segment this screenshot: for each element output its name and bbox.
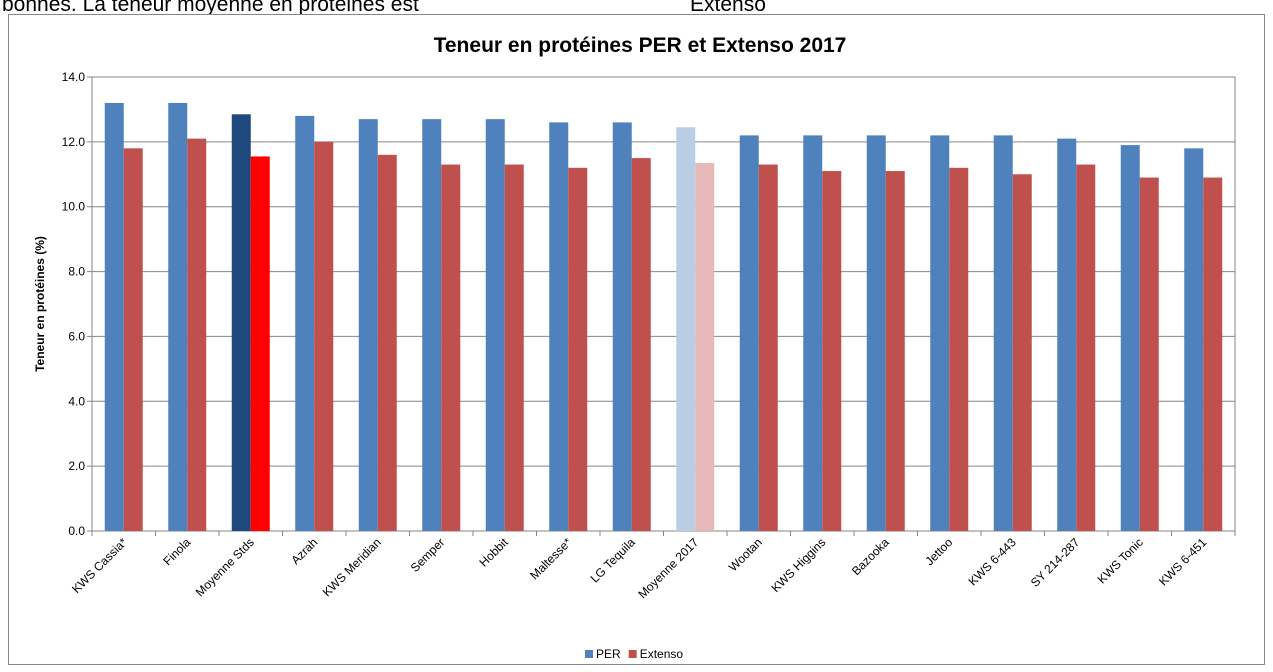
- legend-label: PER: [596, 647, 621, 661]
- bar: [377, 154, 397, 532]
- bar: [676, 127, 696, 531]
- bar: [1076, 164, 1096, 532]
- bar: [1203, 177, 1223, 531]
- bar: [1139, 177, 1159, 531]
- chart-title: Teneur en protéines PER et Extenso 2017: [434, 34, 847, 57]
- legend-swatch: [628, 650, 637, 658]
- bar: [993, 135, 1013, 531]
- bar: [631, 158, 651, 532]
- y-tick-label: 0.0: [68, 524, 85, 538]
- legend-label: Extenso: [640, 647, 684, 661]
- y-tick-label: 4.0: [68, 394, 85, 408]
- caption-fragment: bonnes. La teneur moyenne en protéines e…: [2, 0, 419, 16]
- bar: [485, 119, 505, 532]
- bar: [949, 167, 969, 532]
- legend-swatch: [585, 650, 593, 658]
- bar: [739, 135, 759, 531]
- bar: [295, 115, 315, 532]
- bar: [1120, 145, 1140, 531]
- bar: [1057, 138, 1077, 531]
- bar: [695, 162, 715, 531]
- bar: [168, 102, 188, 531]
- y-tick-label: 8.0: [68, 265, 85, 279]
- bar: [441, 164, 461, 532]
- bar: [231, 114, 251, 532]
- bar: [885, 171, 905, 532]
- y-tick-label: 2.0: [68, 459, 85, 473]
- y-tick-label: 12.0: [62, 135, 86, 149]
- bar: [504, 164, 524, 532]
- y-tick-label: 14.0: [62, 70, 86, 84]
- bar: [803, 135, 823, 531]
- bar: [314, 141, 334, 531]
- y-tick-label: 6.0: [68, 329, 85, 343]
- bar: [930, 135, 950, 531]
- bar: [358, 119, 378, 532]
- y-tick-label: 10.0: [62, 200, 86, 214]
- bar: [866, 135, 886, 531]
- bar: [1184, 148, 1204, 532]
- bar: [422, 119, 442, 532]
- bar: [104, 102, 124, 531]
- bar: [758, 164, 778, 532]
- bar: [1012, 174, 1032, 532]
- bar: [549, 122, 569, 532]
- bar: [187, 138, 207, 531]
- bar: [250, 156, 270, 531]
- bar: [568, 167, 588, 532]
- bar: [123, 148, 143, 532]
- bar: [612, 122, 632, 532]
- bar: [822, 171, 842, 532]
- caption-fragment: Extenso: [690, 0, 766, 16]
- y-axis-label: Teneur en protéines (%): [33, 236, 47, 372]
